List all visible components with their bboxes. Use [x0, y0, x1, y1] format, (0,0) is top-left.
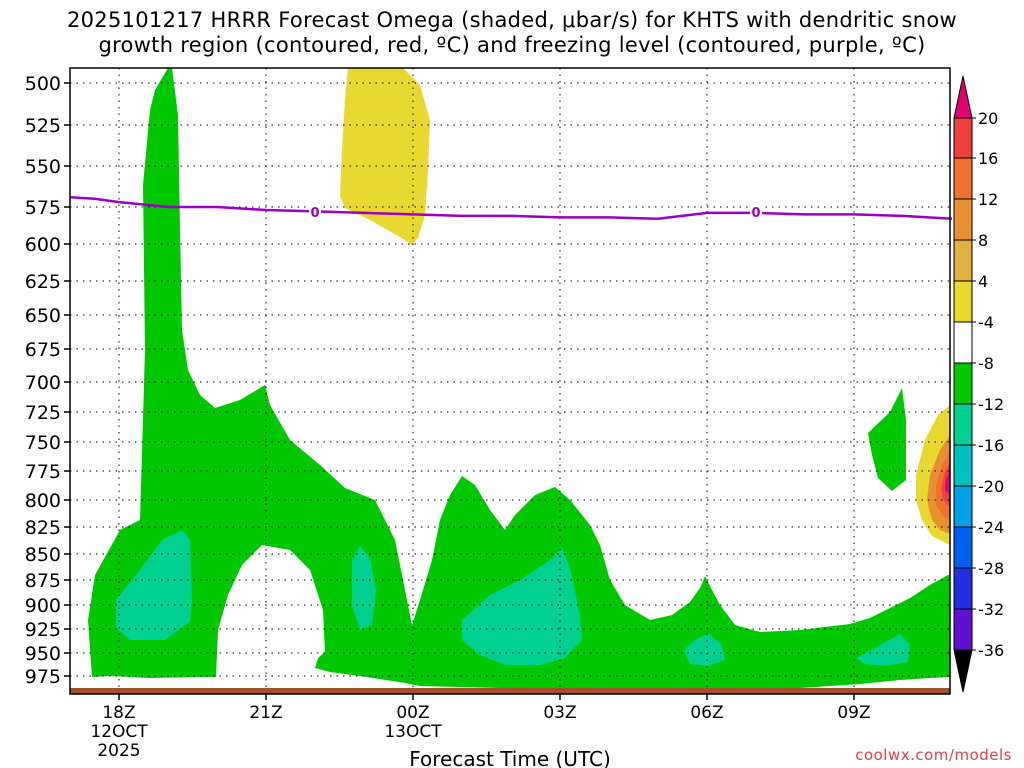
y-tick-label: 725 — [25, 402, 61, 424]
freezing-level-label: 0 — [310, 206, 319, 221]
gridlines — [70, 68, 950, 694]
y-tick-label: 750 — [25, 432, 61, 454]
colorbar: 20 16 12 8 4 -4 -8 -12 -16 -20 -24 -28 -32 -36 — [953, 75, 1004, 693]
omega-shading — [88, 68, 950, 688]
omega-region-teal-1 — [116, 530, 192, 640]
omega-region-red-right — [941, 462, 950, 507]
ground-strip — [70, 688, 950, 694]
colorbar-label: 12 — [978, 190, 998, 209]
colorbar-swatch — [953, 117, 973, 159]
colorbar-label: -20 — [978, 477, 1004, 496]
colorbar-swatch — [953, 444, 973, 487]
y-tick-label: 675 — [25, 339, 61, 361]
y-tick-label: 600 — [25, 234, 61, 256]
colorbar-label: -36 — [978, 641, 1004, 660]
colorbar-swatch — [953, 198, 973, 241]
y-tick-label: 850 — [25, 544, 61, 566]
colorbar-label: 20 — [978, 109, 998, 128]
x-tick-date: 12OCT — [90, 722, 148, 742]
y-tick-label: 925 — [25, 619, 61, 641]
colorbar-label: -32 — [978, 600, 1004, 619]
omega-region-teal-2 — [352, 546, 376, 630]
y-axis: 500 525 550 575 600 625 650 675 700 725 750 775 800 8… — [25, 73, 70, 688]
freezing-level-label: 0 — [751, 206, 760, 221]
colorbar-swatch — [953, 362, 973, 405]
x-tick-label: 03Z — [543, 703, 576, 723]
x-tick-label: 06Z — [690, 703, 723, 723]
chart-subtitle: growth region (contoured, red, ºC) and f… — [98, 33, 926, 57]
colorbar-swatch — [953, 157, 973, 200]
colorbar-label: 4 — [978, 272, 988, 291]
omega-region-teal-4 — [684, 633, 725, 666]
x-tick-year: 2025 — [97, 741, 140, 761]
y-tick-label: 700 — [25, 372, 61, 394]
omega-region-magenta-right — [945, 470, 950, 495]
omega-region-green — [88, 68, 950, 688]
colorbar-swatch — [953, 280, 973, 323]
colorbar-label: -12 — [978, 395, 1004, 414]
colorbar-swatch — [953, 239, 973, 282]
x-tick-label: 00Z — [396, 703, 429, 723]
colorbar-bottom-arrow — [953, 649, 973, 693]
omega-region-teal-3 — [462, 548, 582, 665]
y-tick-label: 900 — [25, 595, 61, 617]
x-tick-label: 09Z — [837, 703, 870, 723]
credit-text: coolwx.com/models — [855, 746, 1012, 764]
colorbar-label: -8 — [978, 354, 994, 373]
x-axis-label: Forecast Time (UTC) — [409, 747, 611, 768]
colorbar-label: 16 — [978, 149, 998, 168]
colorbar-label: -28 — [978, 559, 1004, 578]
y-tick-label: 550 — [25, 156, 61, 178]
omega-region-green-small — [868, 388, 906, 491]
omega-region-yellow-aloft — [340, 68, 430, 245]
colorbar-label: -16 — [978, 436, 1004, 455]
y-tick-label: 625 — [25, 271, 61, 293]
x-tick-date: 13OCT — [384, 722, 442, 742]
colorbar-swatch — [953, 485, 973, 528]
colorbar-swatch — [953, 321, 973, 364]
y-tick-label: 825 — [25, 517, 61, 539]
y-tick-label: 975 — [25, 666, 61, 688]
plot-frame — [69, 67, 951, 695]
colorbar-top-arrow — [953, 75, 973, 119]
omega-region-teal-5 — [856, 634, 910, 666]
colorbar-label: 8 — [978, 231, 988, 250]
y-tick-label: 500 — [25, 73, 61, 95]
y-tick-label: 575 — [25, 197, 61, 219]
colorbar-swatch — [953, 567, 973, 610]
colorbar-label: -4 — [978, 313, 994, 332]
colorbar-swatch — [953, 526, 973, 569]
colorbar-label: -24 — [978, 518, 1004, 537]
y-tick-label: 875 — [25, 570, 61, 592]
y-tick-label: 525 — [25, 115, 61, 137]
colorbar-swatch — [953, 608, 973, 651]
x-tick-label: 18Z — [102, 703, 135, 723]
x-tick-label: 21Z — [249, 703, 282, 723]
chart-title: 2025101217 HRRR Forecast Omega (shaded, … — [66, 8, 958, 32]
y-tick-label: 775 — [25, 461, 61, 483]
freezing-level-label-bg — [309, 204, 321, 221]
y-tick-label: 650 — [25, 305, 61, 327]
freezing-level-label-bg — [750, 204, 762, 221]
freezing-level-line — [69, 195, 953, 221]
y-tick-label: 800 — [25, 490, 61, 512]
colorbar-swatch — [953, 403, 973, 446]
y-tick-label: 950 — [25, 643, 61, 665]
